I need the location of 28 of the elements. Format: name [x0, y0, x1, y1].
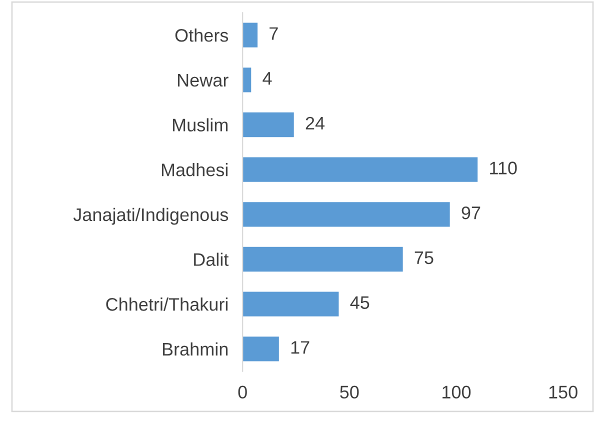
bar — [242, 68, 252, 92]
bar — [242, 112, 294, 138]
y-tick-label: Dalit — [194, 252, 229, 266]
data-label: 7 — [270, 27, 278, 40]
y-tick-label: Muslim — [173, 118, 228, 132]
data-label: 110 — [490, 162, 517, 174]
x-tick-label: 150 — [549, 386, 578, 399]
x-tick-label: 50 — [340, 386, 359, 399]
bar — [242, 157, 478, 182]
y-tick-label: Brahmin — [162, 342, 228, 356]
data-label: 17 — [291, 341, 310, 354]
y-tick-label: Chhetri/Thakuri — [106, 298, 228, 311]
bar — [242, 336, 279, 362]
data-label: 45 — [350, 296, 370, 309]
y-tick-label: Madhesi — [162, 163, 228, 176]
y-tick-label: Others — [175, 28, 228, 42]
data-label: 75 — [414, 252, 434, 264]
x-tick-label: 0 — [238, 386, 247, 399]
bar — [242, 202, 450, 227]
data-label: 24 — [306, 116, 325, 130]
data-label: 4 — [262, 72, 272, 85]
bar — [242, 22, 258, 48]
y-tick-label: Newar — [178, 74, 228, 87]
y-tick-label: Janajati/Indigenous — [73, 208, 228, 225]
bar — [242, 292, 339, 316]
bar — [242, 246, 403, 272]
x-tick-label: 100 — [442, 386, 471, 399]
data-label: 97 — [462, 206, 480, 220]
